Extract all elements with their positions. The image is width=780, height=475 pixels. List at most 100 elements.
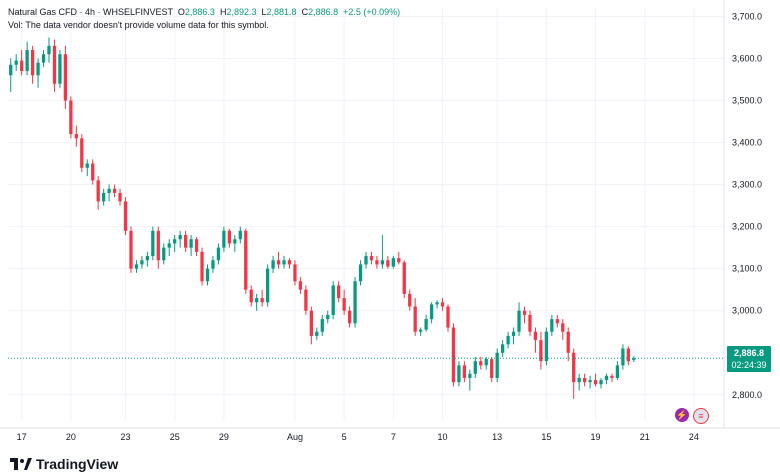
chart-legend: Natural Gas CFD · 4h · WHSELFINVEST O2,8…: [8, 6, 400, 19]
candle: [391, 256, 395, 269]
candle-body: [222, 230, 226, 248]
candle-body: [528, 314, 532, 332]
candle-body: [424, 319, 428, 330]
candle: [96, 176, 100, 210]
candle-body: [233, 239, 237, 244]
candle-body: [462, 365, 467, 378]
candle-body: [287, 260, 292, 265]
lightning-icon[interactable]: ⚡: [675, 408, 689, 422]
candle: [353, 277, 357, 328]
candle: [298, 277, 303, 294]
y-tick-label: 3,500.0: [732, 95, 762, 105]
candle-body: [282, 260, 286, 265]
last-price: 2,886.8: [733, 348, 765, 358]
candle-body: [358, 264, 363, 282]
candle: [506, 331, 510, 349]
candle-body: [140, 260, 144, 265]
candle-body: [102, 192, 106, 202]
candle: [364, 251, 368, 269]
x-tick-label: 7: [391, 432, 396, 442]
candle: [495, 348, 499, 383]
candle: [134, 260, 139, 273]
candle: [440, 298, 445, 311]
candle-body: [347, 310, 352, 324]
candle: [429, 302, 434, 324]
candle: [271, 256, 275, 273]
candle-body: [96, 180, 100, 202]
us-flag-icon[interactable]: ≡: [693, 408, 709, 424]
candle-body: [85, 163, 89, 168]
y-tick-label: 3,600.0: [732, 53, 762, 63]
x-tick-label: 24: [689, 432, 699, 442]
candle: [511, 327, 516, 345]
y-tick-label: 3,000.0: [732, 306, 762, 316]
candle: [238, 226, 242, 244]
candle-body: [593, 380, 598, 385]
candle: [468, 369, 472, 391]
candle: [380, 235, 385, 269]
candle-body: [244, 230, 248, 290]
candle: [358, 260, 363, 286]
candle: [145, 251, 150, 267]
candle: [162, 243, 166, 265]
candle: [63, 45, 68, 109]
candle-body: [200, 251, 204, 282]
candle-body: [342, 298, 346, 311]
candle: [626, 346, 630, 366]
candle-body: [588, 380, 592, 383]
candle-body: [315, 331, 319, 336]
candle-body: [544, 331, 549, 362]
change-value: +2.5 (+0.09%): [343, 7, 401, 17]
bar-countdown: 02:24:39: [731, 360, 767, 370]
candle-body: [107, 188, 111, 193]
candle: [435, 300, 439, 309]
tradingview-logo[interactable]: TradingView: [10, 456, 118, 472]
candle-body: [511, 331, 516, 336]
candle: [621, 344, 625, 370]
y-tick-label: 3,100.0: [732, 264, 762, 274]
candle-body: [561, 323, 565, 332]
candle-body: [353, 281, 357, 324]
candle-body: [522, 310, 527, 315]
open-value: 2,886.3: [184, 7, 215, 17]
candle: [593, 373, 598, 387]
candle-body: [506, 335, 510, 345]
candle: [30, 45, 35, 84]
candle-body: [151, 230, 155, 257]
candle-body: [566, 331, 570, 353]
candle-body: [435, 302, 439, 305]
candle-body: [615, 365, 620, 378]
candle-body: [501, 344, 505, 353]
candle: [528, 310, 532, 336]
candle-body: [162, 247, 166, 261]
candle-body: [194, 239, 199, 252]
x-tick-label: 25: [170, 432, 180, 442]
candle: [632, 356, 636, 362]
candle: [375, 256, 379, 269]
candle: [572, 348, 576, 399]
candle-body: [173, 239, 177, 244]
candle-body: [145, 256, 150, 261]
candle: [52, 39, 57, 93]
candle-body: [632, 358, 636, 360]
candle: [9, 58, 13, 93]
candle: [304, 285, 308, 315]
candle: [276, 251, 281, 269]
candle: [85, 159, 89, 177]
candle: [41, 50, 46, 67]
candle-body: [468, 373, 472, 378]
x-tick-label: 29: [219, 432, 229, 442]
candle-body: [380, 260, 385, 265]
y-tick-label: 3,300.0: [732, 180, 762, 190]
candle: [501, 340, 505, 357]
candle: [293, 260, 297, 286]
x-tick-label: 10: [438, 432, 448, 442]
candle: [107, 184, 111, 202]
candle: [260, 289, 264, 307]
close-label: C: [301, 7, 309, 17]
low-label: L: [261, 7, 267, 17]
event-markers: ⚡ ≡: [675, 408, 709, 424]
candle-body: [331, 285, 335, 315]
